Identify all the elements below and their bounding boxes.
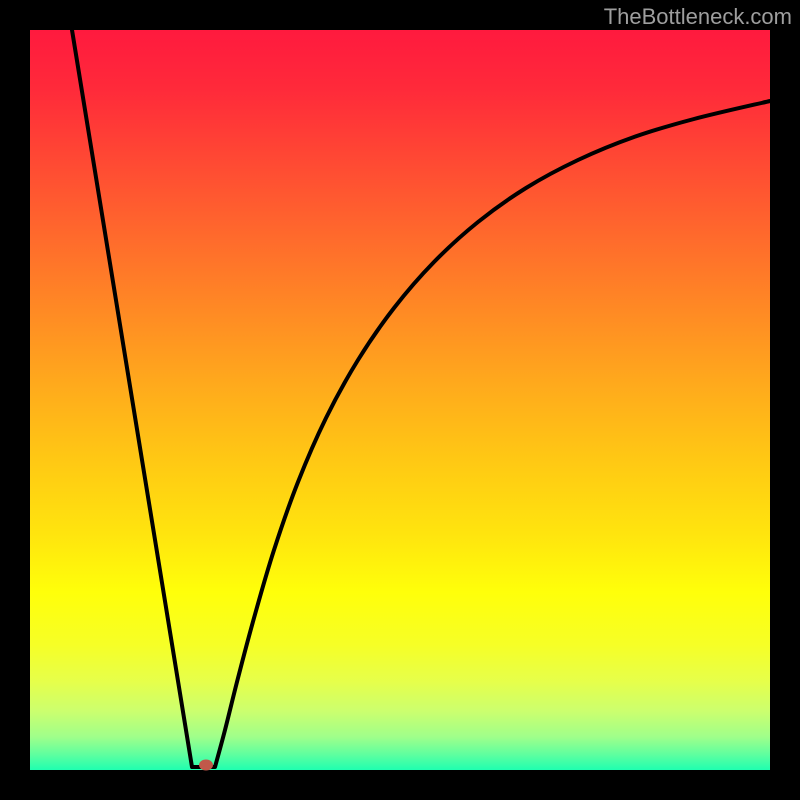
watermark-text: TheBottleneck.com bbox=[604, 4, 792, 30]
bottleneck-curve bbox=[72, 30, 770, 767]
curve-layer bbox=[30, 30, 770, 770]
plot-area bbox=[30, 30, 770, 770]
chart-frame: TheBottleneck.com bbox=[0, 0, 800, 800]
minimum-marker bbox=[199, 760, 213, 771]
